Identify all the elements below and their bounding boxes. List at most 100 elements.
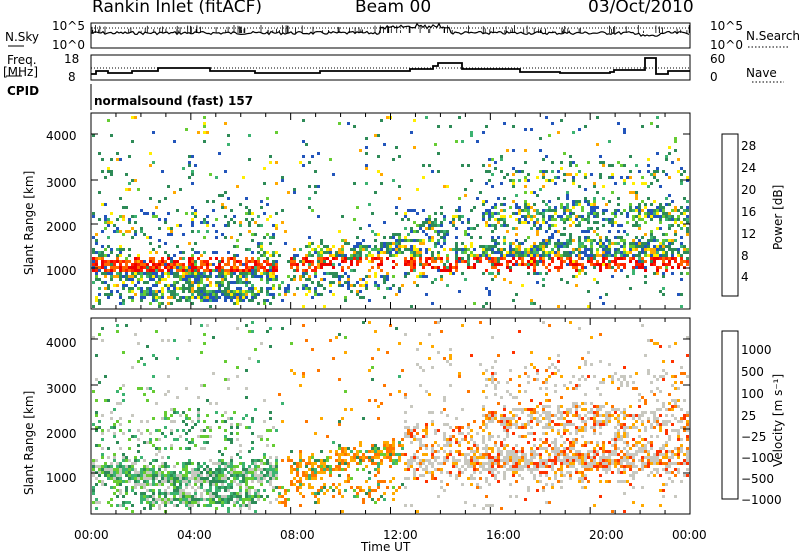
power-cell <box>320 293 323 296</box>
velocity-cell <box>179 489 182 492</box>
power-cell <box>512 257 515 260</box>
power-cell <box>515 293 518 296</box>
power-cell <box>206 221 209 224</box>
power-cell <box>227 251 230 254</box>
power-cell <box>563 245 566 248</box>
velocity-cell <box>242 477 245 480</box>
power-cell <box>671 239 674 242</box>
velocity-cell <box>200 471 203 474</box>
velocity-cell <box>509 453 512 456</box>
power-cell <box>329 284 332 287</box>
velocity-cell <box>509 423 512 426</box>
velocity-cell <box>182 501 185 504</box>
power-cell <box>107 119 110 122</box>
velocity-cell <box>245 387 248 390</box>
velocity-cell <box>269 345 272 348</box>
power-cell <box>488 257 491 260</box>
velocity-cell <box>572 414 575 417</box>
power-cell <box>125 263 128 266</box>
power-cell <box>686 248 689 251</box>
power-cell <box>518 254 521 257</box>
power-cell <box>206 131 209 134</box>
power-cell <box>545 266 548 269</box>
power-cell <box>410 263 413 266</box>
power-cell <box>410 245 413 248</box>
velocity-cell <box>206 441 209 444</box>
power-cell <box>308 161 311 164</box>
power-cell <box>329 281 332 284</box>
power-cell <box>236 299 239 302</box>
power-cell <box>212 293 215 296</box>
power-cell <box>158 200 161 203</box>
power-cell <box>326 263 329 266</box>
power-cell <box>608 164 611 167</box>
power-cell <box>104 272 107 275</box>
power-cell <box>533 215 536 218</box>
velocity-cell <box>203 498 206 501</box>
power-cell <box>377 266 380 269</box>
velocity-cell <box>527 375 530 378</box>
power-cell <box>530 227 533 230</box>
velocity-cell <box>581 477 584 480</box>
velocity-cell <box>215 471 218 474</box>
velocity-cell <box>182 462 185 465</box>
power-cell <box>269 155 272 158</box>
power-cell <box>245 278 248 281</box>
power-cell <box>239 290 242 293</box>
power-cell <box>560 203 563 206</box>
power-cell <box>563 173 566 176</box>
velocity-cell <box>242 474 245 477</box>
power-cell <box>680 293 683 296</box>
velocity-cell <box>383 480 386 483</box>
power-cell <box>542 173 545 176</box>
velocity-cell <box>146 429 149 432</box>
power-cell <box>566 197 569 200</box>
power-cell <box>434 260 437 263</box>
power-cell <box>203 218 206 221</box>
power-cell <box>131 236 134 239</box>
velocity-cell <box>548 366 551 369</box>
power-cell <box>221 284 224 287</box>
velocity-cell <box>515 468 518 471</box>
velocity-cell <box>206 414 209 417</box>
velocity-cell <box>257 498 260 501</box>
power-cell <box>155 293 158 296</box>
velocity-cell <box>488 420 491 423</box>
power-cell <box>569 215 572 218</box>
velocity-cell <box>323 468 326 471</box>
power-cell <box>647 164 650 167</box>
power-cell <box>620 212 623 215</box>
power-cell <box>107 296 110 299</box>
power-cell <box>230 290 233 293</box>
velocity-cell <box>554 366 557 369</box>
power-cell <box>161 293 164 296</box>
velocity-cell <box>140 420 143 423</box>
power-cell <box>509 242 512 245</box>
velocity-cell <box>512 447 515 450</box>
velocity-cell <box>380 453 383 456</box>
power-cell <box>251 251 254 254</box>
velocity-cell <box>539 459 542 462</box>
velocity-cell <box>194 483 197 486</box>
velocity-cell <box>596 414 599 417</box>
power-cell <box>635 266 638 269</box>
velocity-cell <box>158 471 161 474</box>
power-cell <box>548 239 551 242</box>
power-cell <box>440 212 443 215</box>
velocity-cell <box>578 426 581 429</box>
velocity-cell <box>269 474 272 477</box>
power-cell <box>170 266 173 269</box>
power-cell <box>461 140 464 143</box>
velocity-cell <box>386 453 389 456</box>
power-cell <box>167 296 170 299</box>
velocity-cell <box>197 471 200 474</box>
velocity-cell <box>503 429 506 432</box>
velocity-cell <box>233 480 236 483</box>
velocity-cell <box>500 420 503 423</box>
velocity-cell <box>566 411 569 414</box>
power-cell <box>140 209 143 212</box>
power-cell <box>284 242 287 245</box>
power-cell <box>272 272 275 275</box>
velocity-cell <box>170 447 173 450</box>
velocity-cell <box>191 420 194 423</box>
